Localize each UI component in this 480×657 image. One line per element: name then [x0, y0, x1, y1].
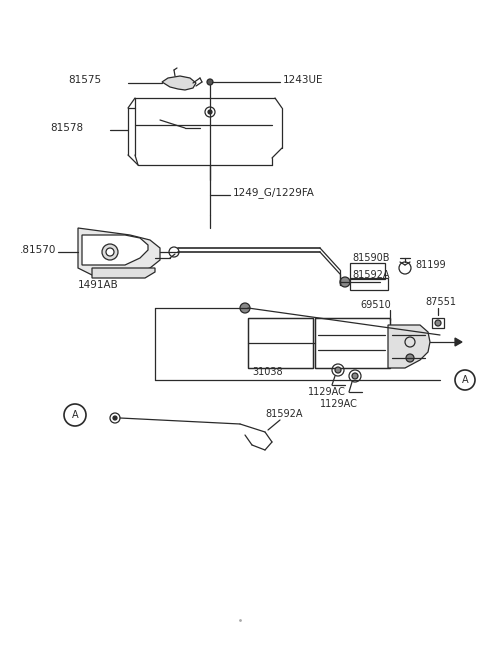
Text: 87551: 87551 — [425, 297, 456, 307]
Bar — [248, 318, 313, 368]
Circle shape — [335, 367, 341, 373]
Polygon shape — [388, 325, 430, 368]
Polygon shape — [78, 228, 160, 275]
Circle shape — [207, 79, 213, 85]
Bar — [315, 318, 390, 368]
Polygon shape — [455, 338, 462, 346]
Text: 1243UE: 1243UE — [283, 75, 324, 85]
Text: 81592A: 81592A — [352, 270, 389, 280]
Text: A: A — [72, 410, 78, 420]
Text: 81592A: 81592A — [265, 409, 302, 419]
Text: 1249_G/1229FA: 1249_G/1229FA — [233, 187, 315, 198]
Circle shape — [340, 277, 350, 287]
Bar — [350, 278, 388, 290]
Bar — [350, 263, 385, 279]
Text: .81570: .81570 — [20, 245, 56, 255]
Text: 1129AC: 1129AC — [308, 387, 346, 397]
Circle shape — [208, 110, 212, 114]
Text: A: A — [462, 375, 468, 385]
Circle shape — [352, 373, 358, 379]
Circle shape — [106, 248, 114, 256]
Text: 81578: 81578 — [50, 123, 83, 133]
Circle shape — [240, 303, 250, 313]
Polygon shape — [82, 235, 148, 265]
Text: 31038: 31038 — [252, 367, 283, 377]
Circle shape — [435, 320, 441, 326]
Text: 81590B: 81590B — [352, 253, 389, 263]
Bar — [248, 318, 313, 368]
Text: 69510: 69510 — [360, 300, 391, 310]
Text: 1491AB: 1491AB — [78, 280, 119, 290]
Circle shape — [113, 416, 117, 420]
Polygon shape — [162, 76, 196, 90]
Text: 81575: 81575 — [68, 75, 101, 85]
Polygon shape — [92, 268, 155, 278]
Text: 1129AC: 1129AC — [320, 399, 358, 409]
Bar — [432, 318, 444, 328]
Bar — [315, 318, 390, 368]
Text: 81199: 81199 — [415, 260, 445, 270]
Circle shape — [406, 354, 414, 362]
Circle shape — [102, 244, 118, 260]
